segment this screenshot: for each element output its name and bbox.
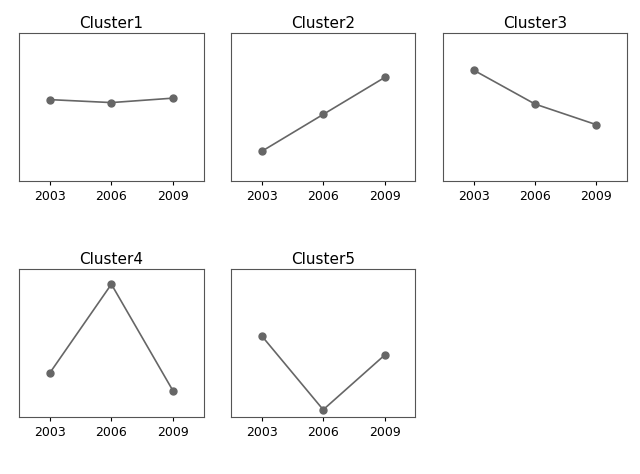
Title: Cluster5: Cluster5 [291,252,355,267]
Title: Cluster2: Cluster2 [291,16,355,31]
Title: Cluster1: Cluster1 [79,16,143,31]
Title: Cluster3: Cluster3 [503,16,567,31]
Title: Cluster4: Cluster4 [79,252,143,267]
